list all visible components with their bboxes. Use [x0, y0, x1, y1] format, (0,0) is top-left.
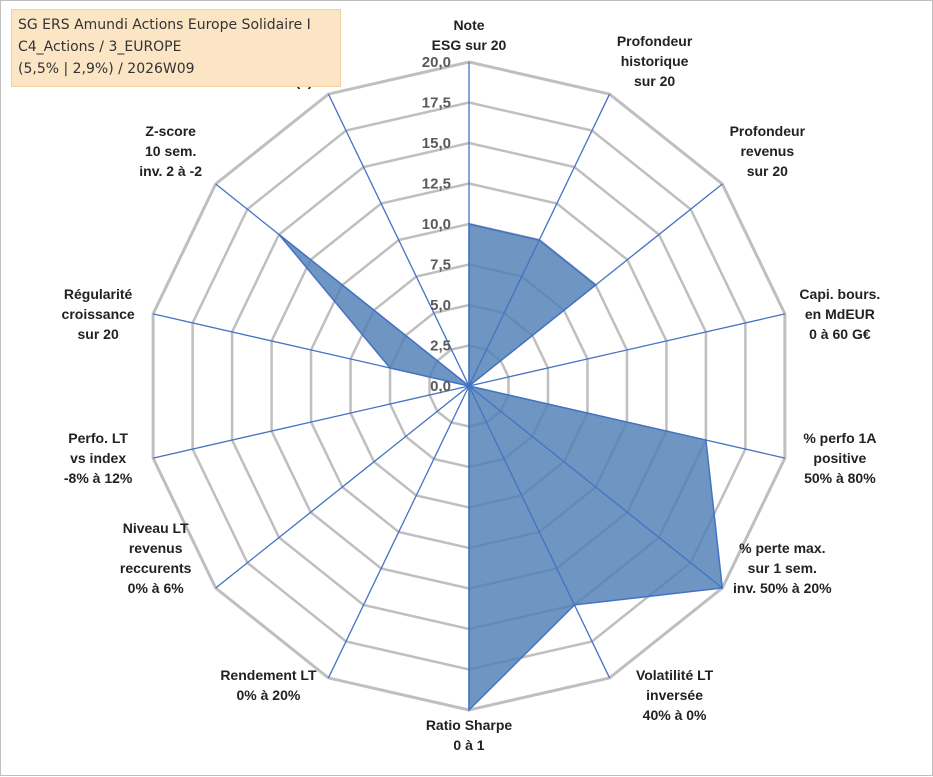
axis-label-line: revenus [129, 540, 183, 556]
series-area [278, 223, 724, 712]
axis-spoke [327, 385, 470, 679]
title-box: SG ERS Amundi Actions Europe Solidaire I… [11, 9, 341, 87]
axis-label-line: Niveau LT [123, 520, 189, 536]
axis-label: Régularité croissance sur 20 [62, 286, 135, 342]
axis-label-line: inv. 2 à -2 [139, 163, 202, 179]
axis-label-line: sur 1 sem. [748, 560, 817, 576]
axis-spoke [215, 385, 470, 589]
axis-label-line: Capi. bours. [799, 286, 880, 302]
axis-label-line: % perte max. [739, 540, 825, 556]
axis-spoke [215, 183, 470, 387]
axis-label-line: Perfo. LT [68, 430, 128, 446]
axis-label: Profondeur revenus sur 20 [730, 123, 806, 179]
axis-spoke [327, 93, 470, 387]
axis-label: Profondeur historique sur 20 [617, 33, 693, 89]
axis-label-line: 0% à 20% [237, 687, 301, 703]
axis-label-line: inv. 50% à 20% [733, 580, 832, 596]
tick-label: 12,5 [422, 176, 451, 193]
axis-spoke [468, 385, 723, 589]
axis-label: % perte max. sur 1 sem. inv. 50% à 20% [733, 540, 832, 596]
tick-label: 2,5 [430, 338, 451, 355]
tick-label: 7,5 [430, 257, 451, 274]
axis-label-line: Régularité [64, 286, 133, 302]
axis-label-line: 0% à 6% [128, 580, 185, 596]
axis-label-line: ESG sur 20 [432, 37, 507, 53]
tick-label: 20,0 [422, 54, 451, 71]
fund-name: SG ERS Amundi Actions Europe Solidaire I [18, 17, 311, 33]
tick-label: 15,0 [422, 135, 451, 152]
axis-label: % perfo 1A positive 50% à 80% [803, 430, 876, 486]
axis-label-line: 0 à 60 G€ [809, 326, 871, 342]
axis-label-line: 0 à 1 [453, 737, 484, 753]
axis-label-line: historique [621, 53, 689, 69]
axis-spoke [152, 385, 470, 459]
axis-label: Niveau LT revenus reccurents 0% à 6% [120, 520, 192, 596]
axis-label: Z-score 10 sem. inv. 2 à -2 [139, 123, 202, 179]
axis-label-line: Volatilité LT [636, 667, 714, 683]
axis-label: Capi. bours. en MdEUR 0 à 60 G€ [799, 286, 880, 342]
axis-label-line: Z-score [145, 123, 196, 139]
axis-label-line: positive [813, 450, 866, 466]
axis-label-line: inversée [646, 687, 703, 703]
axis-label-line: reccurents [120, 560, 192, 576]
axis-label-line: -8% à 12% [64, 470, 133, 486]
axis-label-line: % perfo 1A [803, 430, 876, 446]
axis-label-line: sur 20 [634, 73, 675, 89]
axis-spoke [152, 313, 470, 387]
axis-spoke [468, 385, 611, 679]
axis-label-line: Note [453, 17, 484, 33]
axis-label-line: vs index [70, 450, 126, 466]
axis-label: Ratio Sharpe 0 à 1 [426, 717, 513, 753]
axis-label-line: Profondeur [617, 33, 693, 49]
axis-label-line: Profondeur [730, 123, 806, 139]
fund-category: C4_Actions / 3_EUROPE [18, 39, 182, 55]
fund-stats: (5,5% | 2,9%) / 2026W09 [18, 61, 195, 77]
axis-label-line: en MdEUR [805, 306, 875, 322]
tick-label: 17,5 [422, 95, 451, 112]
tick-label: 5,0 [430, 297, 451, 314]
axis-label-line: 10 sem. [145, 143, 196, 159]
axis-label-line: sur 20 [77, 326, 118, 342]
axis-spoke [468, 93, 611, 387]
axis-label-line: Rendement LT [220, 667, 317, 683]
axis-label: Perfo. LT vs index -8% à 12% [64, 430, 133, 486]
axis-label-line: croissance [62, 306, 135, 322]
axis-spoke [468, 313, 786, 387]
axis-spoke [468, 183, 723, 387]
axis-label: Note ESG sur 20 [432, 17, 507, 53]
axis-label-line: sur 20 [747, 163, 788, 179]
tick-label: 0,0 [430, 378, 451, 395]
axis-label-line: revenus [740, 143, 794, 159]
tick-label: 10,0 [422, 216, 451, 233]
axis-label-line: 40% à 0% [643, 707, 707, 723]
axis-label-line: Ratio Sharpe [426, 717, 513, 733]
axis-label-line: 50% à 80% [804, 470, 876, 486]
axis-spoke [468, 385, 786, 459]
axis-label: Volatilité LT inversée 40% à 0% [636, 667, 714, 723]
axis-label: Rendement LT 0% à 20% [220, 667, 317, 703]
